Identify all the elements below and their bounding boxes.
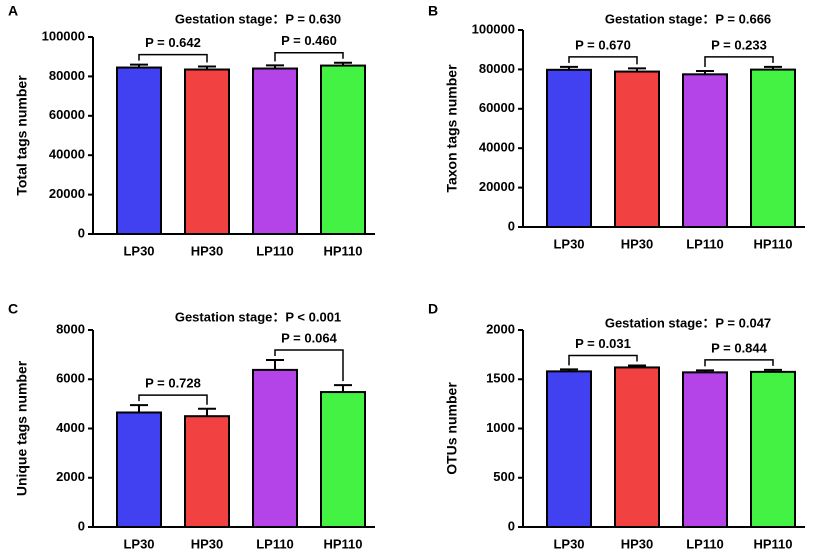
x-tick-label: LP30 [553,536,584,551]
x-tick-label: HP110 [753,536,792,551]
x-tick-label: HP110 [323,243,362,258]
x-tick-label: HP30 [191,536,224,551]
y-tick-label: 60000 [479,100,515,115]
comparison-label: P = 0.728 [145,376,201,391]
y-tick-label: 0 [508,518,515,533]
x-tick-label: LP30 [553,236,584,251]
comparison-label: P = 0.460 [281,33,337,48]
y-tick-label: 6000 [56,371,85,386]
bar [320,391,366,528]
bar [252,67,298,235]
bar [252,368,298,528]
bar [184,415,230,528]
comparison-bracket [704,359,774,367]
bar [116,411,162,528]
bar [682,371,728,529]
comparison-bracket [274,52,344,62]
comparison-label: P = 0.670 [575,37,631,52]
comparison-bracket [704,56,774,67]
y-tick-label: 2000 [56,469,85,484]
y-tick-label: 60000 [49,107,85,122]
y-tick-label: 80000 [479,61,515,76]
y-tick-label: 40000 [49,147,85,162]
x-tick-label: HP30 [621,236,654,251]
bar [750,68,796,228]
x-tick-label: HP30 [621,536,654,551]
comparison-bracket [138,53,208,63]
y-tick-label: 0 [508,218,515,233]
comparison-bracket [568,354,638,366]
panel-label: D [428,301,438,317]
x-tick-label: LP30 [123,243,154,258]
y-tick-label: 8000 [56,321,85,336]
y-tick-label: 1000 [486,420,515,435]
y-axis-label: Total tags number [14,75,30,196]
y-tick-label: 80000 [49,68,85,83]
y-tick-label: 20000 [479,179,515,194]
bar [184,68,230,235]
comparison-label: P = 0.064 [281,330,338,345]
y-axis-label: Taxon tags number [444,64,460,193]
y-axis-label: Unique tags number [14,360,30,496]
comparison-label: P = 0.233 [711,37,767,52]
y-axis-label: OTUs number [444,382,460,475]
bar [682,73,728,228]
x-tick-label: LP110 [686,536,724,551]
bar [546,370,592,528]
y-tick-label: 500 [493,469,515,484]
x-tick-label: LP110 [256,243,294,258]
panel-label: A [8,3,18,19]
y-tick-label: 40000 [479,140,515,155]
y-tick-label: 20000 [49,186,85,201]
chart-title: Gestation stage：P = 0.666 [605,11,771,26]
bar [614,366,660,528]
x-tick-label: HP110 [753,236,792,251]
x-tick-label: HP110 [323,536,362,551]
chart-title: Gestation stage：P < 0.001 [175,309,341,324]
chart-title: Gestation stage：P = 0.630 [175,11,341,26]
x-tick-label: LP110 [256,536,294,551]
panel-label: B [428,3,438,19]
y-tick-label: 0 [78,225,85,240]
chart-title: Gestation stage：P = 0.047 [605,315,771,330]
bar [116,66,162,235]
comparison-bracket [568,56,638,65]
y-tick-label: 0 [78,518,85,533]
y-tick-label: 100000 [42,28,85,43]
panel-label: C [8,301,18,317]
x-tick-label: LP30 [123,536,154,551]
bar [614,70,660,228]
x-tick-label: HP30 [191,243,224,258]
comparison-bracket [138,394,208,405]
bar [546,68,592,228]
comparison-label: P = 0.844 [711,340,768,355]
y-tick-label: 2000 [486,321,515,336]
comparison-label: P = 0.642 [145,35,201,50]
y-tick-label: 100000 [472,21,515,36]
bar [750,370,796,528]
y-tick-label: 1500 [486,371,515,386]
y-tick-label: 4000 [56,420,85,435]
bar [320,64,366,235]
comparison-bracket [274,349,344,382]
comparison-label: P = 0.031 [575,336,631,351]
x-tick-label: LP110 [686,236,724,251]
